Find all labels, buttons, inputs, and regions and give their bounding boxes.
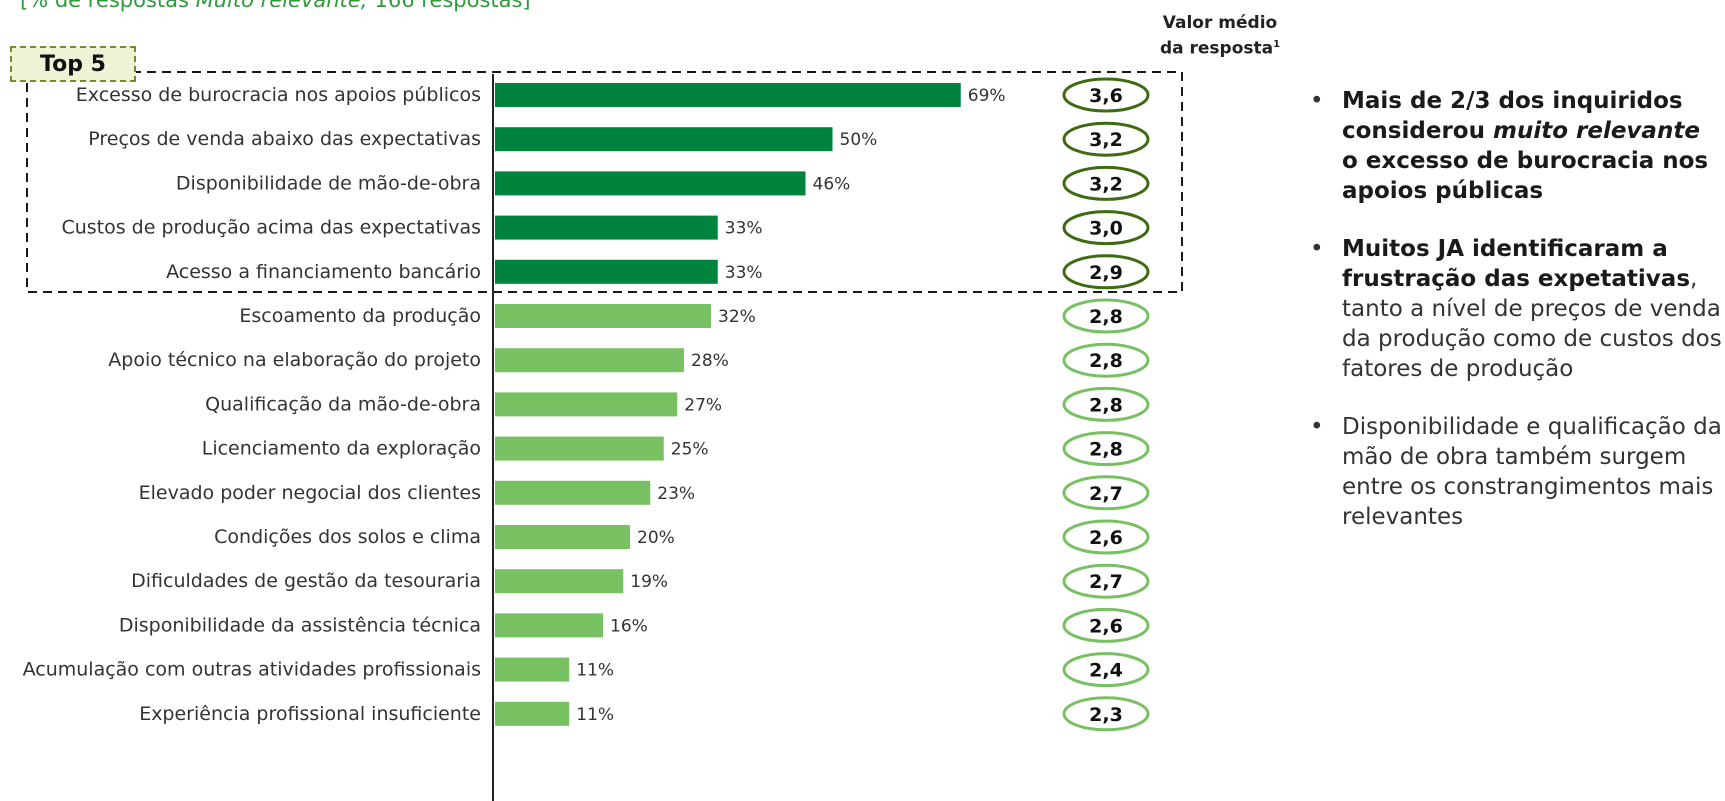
bar — [495, 83, 961, 107]
bar — [495, 701, 570, 726]
bar-value-label: 25% — [671, 440, 709, 460]
average-value-label: 2,8 — [1089, 394, 1123, 416]
category-label: Experiência profissional insuficiente — [139, 703, 481, 725]
bar-value-label: 69% — [968, 86, 1006, 106]
insight-2: Muitos JA identificaram a frustração das… — [1302, 234, 1722, 384]
average-values-layer: 3,6 3,2 3,2 3,0 2,9 2,8 2,8 2,8 2,8 2,7 2,6 2,7 2,6 2… — [1062, 77, 1150, 732]
category-label: Escoamento da produção — [239, 305, 481, 327]
bar-value-label: 11% — [576, 705, 614, 725]
category-label: Licenciamento da exploração — [202, 438, 481, 460]
insight-1: Mais de 2/3 dos inquiridos considerou mu… — [1302, 86, 1722, 206]
bar — [495, 392, 678, 417]
average-value-label: 2,6 — [1089, 527, 1123, 549]
category-label: Qualificação da mão-de-obra — [205, 393, 481, 415]
average-column-header: Valor médio da resposta1 — [1140, 12, 1300, 60]
average-oval — [1062, 77, 1150, 113]
category-label: Dificuldades de gestão da tesouraria — [131, 570, 481, 592]
average-oval — [1062, 298, 1150, 334]
category-label: Disponibilidade da assistência técnica — [119, 614, 481, 636]
average-value-label: 2,8 — [1089, 439, 1123, 461]
average-oval — [1062, 475, 1150, 511]
average-oval — [1062, 696, 1150, 732]
average-oval — [1062, 165, 1150, 201]
bar-value-label: 46% — [813, 174, 851, 194]
category-label: Excesso de burocracia nos apoios público… — [76, 84, 481, 106]
bar-value-label: 50% — [840, 130, 878, 150]
average-value-label: 3,0 — [1089, 218, 1123, 240]
average-oval — [1062, 607, 1150, 643]
average-value-label: 2,4 — [1089, 660, 1123, 682]
average-oval — [1062, 342, 1150, 378]
bar-value-label: 23% — [657, 484, 695, 504]
average-oval — [1062, 519, 1150, 555]
bar — [495, 304, 711, 328]
footnote-marker: 1 — [1273, 39, 1281, 50]
average-value-label: 3,2 — [1089, 129, 1123, 151]
bar-value-label: 33% — [725, 263, 763, 283]
average-oval — [1062, 121, 1150, 157]
average-value-label: 2,7 — [1089, 483, 1123, 505]
average-header-line1: Valor médio — [1162, 13, 1278, 33]
average-value-label: 2,8 — [1089, 306, 1123, 328]
bar-value-label: 16% — [610, 616, 648, 636]
average-oval — [1062, 254, 1150, 290]
bar — [495, 436, 664, 461]
bar — [495, 569, 624, 594]
bar-value-label: 27% — [684, 395, 722, 415]
top5-badge: Top 5 — [10, 46, 136, 82]
category-label: Acumulação com outras atividades profiss… — [23, 659, 481, 681]
bar — [495, 215, 718, 240]
insights-list: Mais de 2/3 dos inquiridos considerou mu… — [1302, 86, 1722, 560]
bar-value-label: 11% — [576, 661, 614, 681]
average-value-label: 2,8 — [1089, 350, 1123, 372]
bar — [495, 259, 718, 284]
average-header-line2: da resposta1 — [1159, 38, 1281, 59]
average-oval — [1062, 652, 1150, 688]
category-label: Disponibilidade de mão-de-obra — [176, 172, 481, 194]
bar — [495, 348, 684, 373]
category-label: Acesso a financiamento bancário — [166, 261, 481, 283]
average-value-label: 2,6 — [1089, 615, 1123, 637]
bar-value-label: 33% — [725, 219, 763, 239]
category-label: Custos de produção acima das expectativa… — [61, 217, 481, 239]
bar — [495, 171, 806, 196]
category-label: Preços de venda abaixo das expectativas — [88, 128, 481, 150]
average-value-label: 2,3 — [1089, 704, 1123, 726]
bar — [495, 127, 833, 152]
bar — [495, 613, 603, 638]
bar-value-label: 32% — [718, 307, 756, 327]
average-value-label: 2,7 — [1089, 571, 1123, 593]
chart-subtitle: [% de respostas Muito relevante; 166 res… — [20, 0, 531, 12]
category-label: Condições dos solos e clima — [214, 526, 481, 548]
bar-value-label: 19% — [630, 572, 668, 592]
average-value-label: 3,6 — [1089, 85, 1123, 107]
bar-value-label: 28% — [691, 351, 729, 371]
bar-value-label: 20% — [637, 528, 675, 548]
bar — [495, 480, 651, 505]
average-value-label: 2,9 — [1089, 262, 1123, 284]
category-label: Elevado poder negocial dos clientes — [139, 482, 481, 504]
average-oval — [1062, 563, 1150, 599]
average-oval — [1062, 210, 1150, 246]
top5-dashed-frame — [26, 71, 1183, 293]
average-oval — [1062, 386, 1150, 422]
bar — [495, 657, 570, 682]
bars-layer: Excesso de burocracia nos apoios público… — [23, 83, 1006, 726]
average-value-label: 3,2 — [1089, 173, 1123, 195]
average-oval — [1062, 431, 1150, 467]
category-label: Apoio técnico na elaboração do projeto — [108, 349, 481, 371]
bar — [495, 525, 630, 549]
insight-3: Disponibilidade e qualificação da mão de… — [1302, 412, 1722, 532]
